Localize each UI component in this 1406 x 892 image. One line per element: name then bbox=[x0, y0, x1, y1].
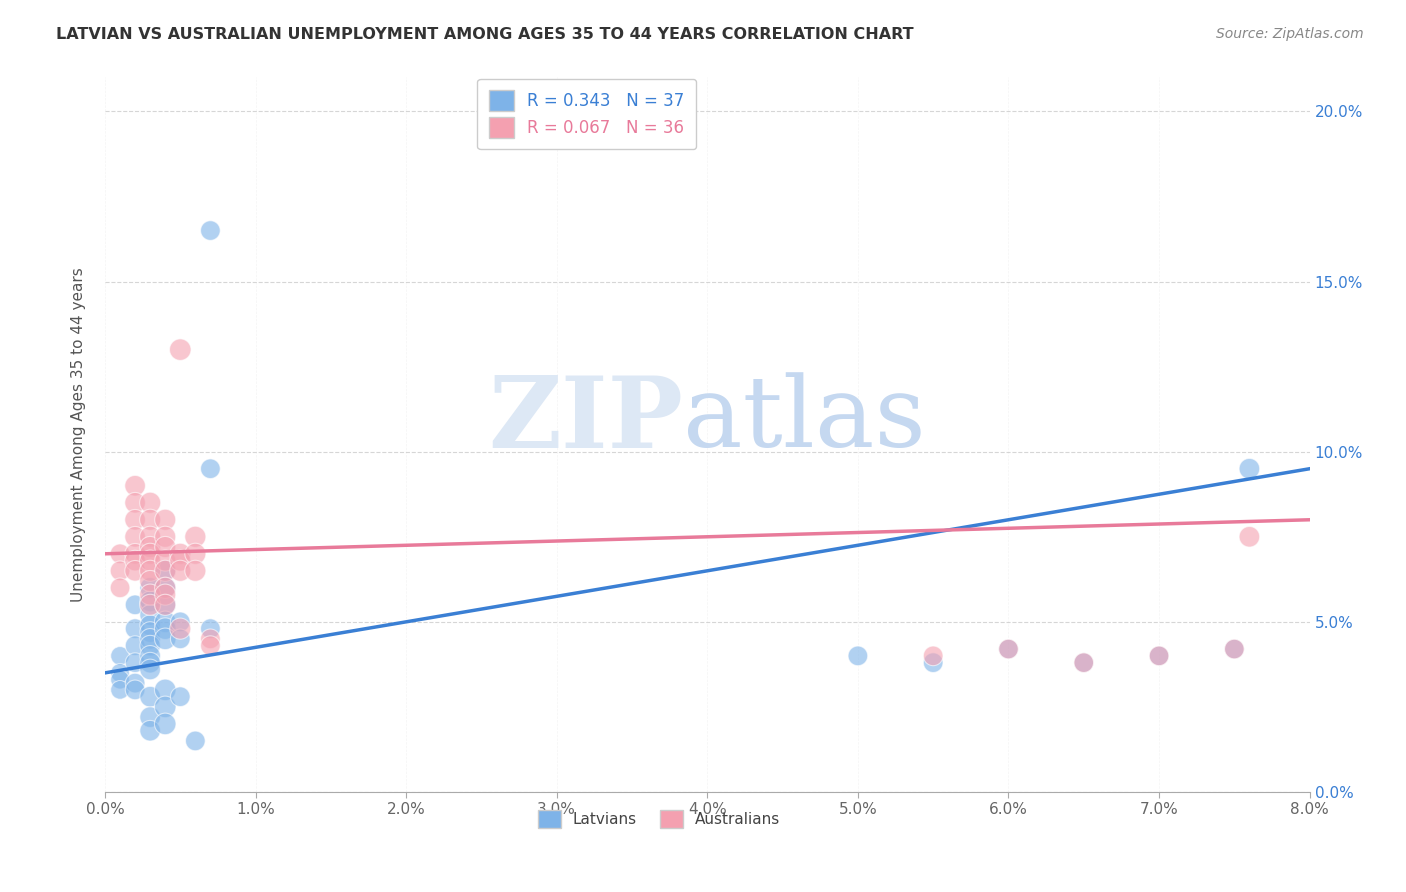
Text: atlas: atlas bbox=[683, 373, 927, 468]
Point bbox=[155, 632, 177, 646]
Point bbox=[169, 553, 191, 567]
Point bbox=[139, 625, 162, 640]
Point bbox=[200, 632, 222, 646]
Point bbox=[1073, 656, 1095, 670]
Point bbox=[108, 682, 131, 697]
Point bbox=[124, 530, 146, 544]
Point bbox=[169, 632, 191, 646]
Point bbox=[155, 553, 177, 567]
Point bbox=[155, 615, 177, 629]
Point bbox=[124, 564, 146, 578]
Point bbox=[139, 588, 162, 602]
Point bbox=[997, 642, 1019, 657]
Point bbox=[155, 699, 177, 714]
Point bbox=[139, 618, 162, 632]
Point bbox=[169, 690, 191, 704]
Point bbox=[184, 564, 207, 578]
Point bbox=[124, 479, 146, 493]
Point bbox=[139, 547, 162, 561]
Point bbox=[1147, 648, 1170, 663]
Point bbox=[139, 690, 162, 704]
Point bbox=[200, 223, 222, 237]
Point bbox=[155, 598, 177, 612]
Point bbox=[139, 540, 162, 554]
Point bbox=[922, 656, 945, 670]
Point bbox=[155, 530, 177, 544]
Point bbox=[184, 734, 207, 748]
Point bbox=[169, 622, 191, 636]
Point bbox=[155, 564, 177, 578]
Point bbox=[139, 581, 162, 595]
Point bbox=[139, 656, 162, 670]
Point bbox=[108, 547, 131, 561]
Point bbox=[124, 547, 146, 561]
Legend: Latvians, Australians: Latvians, Australians bbox=[531, 804, 786, 834]
Point bbox=[155, 717, 177, 731]
Point bbox=[139, 513, 162, 527]
Point bbox=[124, 682, 146, 697]
Text: LATVIAN VS AUSTRALIAN UNEMPLOYMENT AMONG AGES 35 TO 44 YEARS CORRELATION CHART: LATVIAN VS AUSTRALIAN UNEMPLOYMENT AMONG… bbox=[56, 27, 914, 42]
Point bbox=[108, 673, 131, 687]
Point bbox=[139, 594, 162, 608]
Point bbox=[124, 496, 146, 510]
Point bbox=[124, 553, 146, 567]
Point bbox=[184, 530, 207, 544]
Point bbox=[139, 574, 162, 588]
Y-axis label: Unemployment Among Ages 35 to 44 years: Unemployment Among Ages 35 to 44 years bbox=[72, 268, 86, 602]
Point bbox=[108, 648, 131, 663]
Point bbox=[108, 665, 131, 680]
Point bbox=[155, 622, 177, 636]
Point bbox=[139, 553, 162, 567]
Point bbox=[1223, 642, 1246, 657]
Text: ZIP: ZIP bbox=[488, 372, 683, 469]
Point bbox=[200, 639, 222, 653]
Point bbox=[124, 513, 146, 527]
Point bbox=[155, 588, 177, 602]
Point bbox=[139, 607, 162, 622]
Point bbox=[200, 461, 222, 475]
Point bbox=[846, 648, 869, 663]
Point bbox=[155, 540, 177, 554]
Point bbox=[124, 656, 146, 670]
Point bbox=[155, 581, 177, 595]
Point bbox=[124, 639, 146, 653]
Point bbox=[200, 622, 222, 636]
Point bbox=[139, 530, 162, 544]
Point bbox=[922, 648, 945, 663]
Point bbox=[1223, 642, 1246, 657]
Point bbox=[124, 676, 146, 690]
Point bbox=[155, 581, 177, 595]
Point bbox=[139, 496, 162, 510]
Point bbox=[1239, 530, 1261, 544]
Point bbox=[139, 632, 162, 646]
Point bbox=[184, 547, 207, 561]
Point bbox=[139, 723, 162, 738]
Point bbox=[155, 682, 177, 697]
Point bbox=[124, 622, 146, 636]
Point bbox=[1147, 648, 1170, 663]
Point bbox=[997, 642, 1019, 657]
Point bbox=[139, 639, 162, 653]
Point bbox=[1239, 461, 1261, 475]
Point bbox=[124, 598, 146, 612]
Point bbox=[169, 615, 191, 629]
Point bbox=[155, 598, 177, 612]
Point bbox=[139, 710, 162, 724]
Point bbox=[169, 547, 191, 561]
Point bbox=[169, 564, 191, 578]
Point bbox=[139, 598, 162, 612]
Point bbox=[139, 648, 162, 663]
Point bbox=[139, 564, 162, 578]
Point bbox=[108, 581, 131, 595]
Point bbox=[1073, 656, 1095, 670]
Point bbox=[155, 513, 177, 527]
Text: Source: ZipAtlas.com: Source: ZipAtlas.com bbox=[1216, 27, 1364, 41]
Point bbox=[139, 663, 162, 677]
Point bbox=[169, 343, 191, 357]
Point bbox=[155, 564, 177, 578]
Point bbox=[108, 564, 131, 578]
